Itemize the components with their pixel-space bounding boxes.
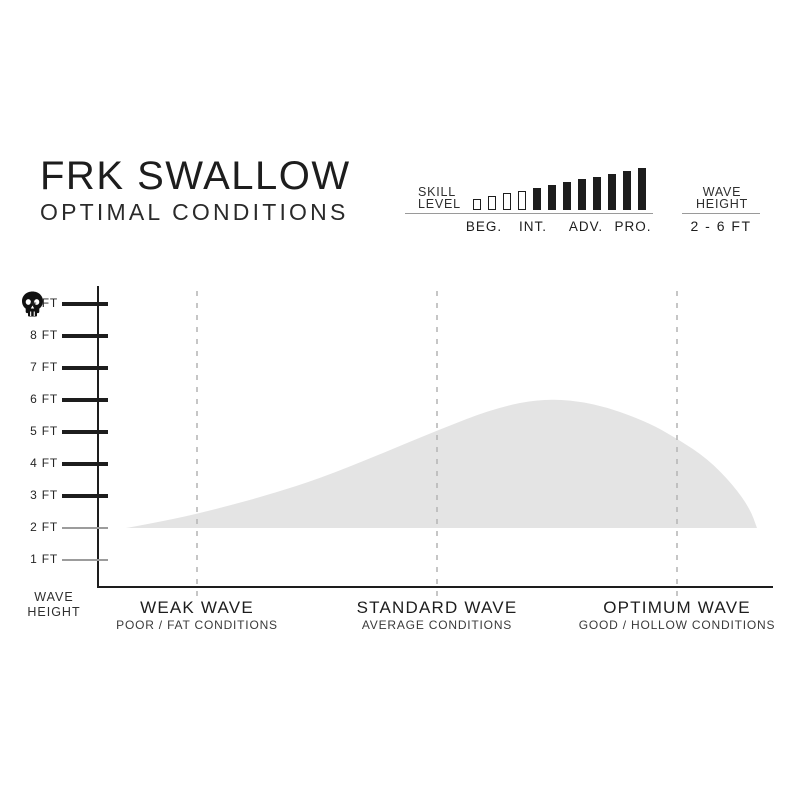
y-axis-tick — [62, 430, 108, 434]
y-axis-tick — [62, 398, 108, 402]
skill-bar-6 — [548, 184, 556, 210]
skill-bar-4 — [518, 190, 526, 210]
y-axis-tick — [62, 366, 108, 370]
skill-level-divider — [405, 213, 653, 214]
y-axis-tick — [62, 462, 108, 466]
skill-level-int: INT. — [518, 219, 548, 234]
zone-title: STANDARD WAVE — [356, 598, 518, 617]
skill-bar-1 — [473, 199, 481, 210]
skill-level-adv: ADV. — [568, 219, 604, 234]
y-axis-tick — [62, 302, 108, 306]
wave-height-header-line1: WAVE — [702, 185, 742, 199]
y-axis-tick — [62, 559, 108, 561]
zone-title: WEAK WAVE — [140, 598, 254, 617]
y-tick-label: 2 FT — [30, 520, 58, 534]
y-tick-label: + FT — [29, 296, 58, 310]
y-tick-label: 1 FT — [30, 552, 58, 566]
zone-subtitle: GOOD / HOLLOW CONDITIONS — [578, 618, 776, 632]
y-axis-tick — [62, 527, 108, 529]
zone-title: OPTIMUM WAVE — [603, 598, 751, 617]
y-tick-label: 6 FT — [30, 392, 58, 406]
skill-bar-8 — [578, 179, 586, 210]
skill-bar-11 — [623, 170, 631, 210]
wave-height-value: 2 - 6 FT — [690, 218, 752, 234]
skill-bar-5 — [533, 187, 541, 210]
y-axis-tick — [62, 494, 108, 498]
y-axis-caption-line1: WAVE — [34, 590, 74, 604]
skill-level-pro: PRO. — [614, 219, 652, 234]
zone-subtitle: POOR / FAT CONDITIONS — [116, 618, 278, 632]
area-curve — [126, 399, 757, 528]
zone-caption-1: WEAK WAVE POOR / FAT CONDITIONS — [57, 598, 337, 633]
y-axis-caption-line2: HEIGHT — [27, 605, 81, 619]
y-tick-label: 7 FT — [30, 360, 58, 374]
y-tick-label: 8 FT — [30, 328, 58, 342]
y-tick-label: 3 FT — [30, 488, 58, 502]
skill-level-label-line1: SKILL — [418, 185, 457, 199]
wave-height-divider — [682, 213, 760, 214]
skill-bar-3 — [503, 193, 511, 210]
y-axis-caption: WAVE HEIGHT — [16, 590, 92, 620]
skill-bar-9 — [593, 176, 601, 210]
zone-caption-3: OPTIMUM WAVE GOOD / HOLLOW CONDITIONS — [537, 598, 800, 633]
skill-level-beg: BEG. — [465, 219, 503, 234]
y-tick-label: 4 FT — [30, 456, 58, 470]
skill-bar-12 — [638, 168, 646, 210]
skill-bar-2 — [488, 196, 496, 210]
wave-height-header: WAVE HEIGHT — [682, 185, 762, 211]
skull-icon — [21, 291, 44, 317]
zone-caption-2: STANDARD WAVE AVERAGE CONDITIONS — [297, 598, 577, 633]
zone-subtitle: AVERAGE CONDITIONS — [361, 618, 513, 632]
y-axis-tick — [62, 334, 108, 338]
page-subtitle: OPTIMAL CONDITIONS — [40, 199, 349, 225]
skill-level-label-line2: LEVEL — [418, 196, 461, 211]
y-tick-label: 5 FT — [30, 424, 58, 438]
skill-level-bars — [473, 168, 646, 210]
skill-bar-10 — [608, 173, 616, 210]
wave-height-header-line2: HEIGHT — [695, 197, 749, 211]
board-title: FRK SWALLOW — [40, 154, 351, 198]
skill-bar-7 — [563, 182, 571, 210]
skill-level-label: SKILL LEVEL — [418, 185, 461, 211]
